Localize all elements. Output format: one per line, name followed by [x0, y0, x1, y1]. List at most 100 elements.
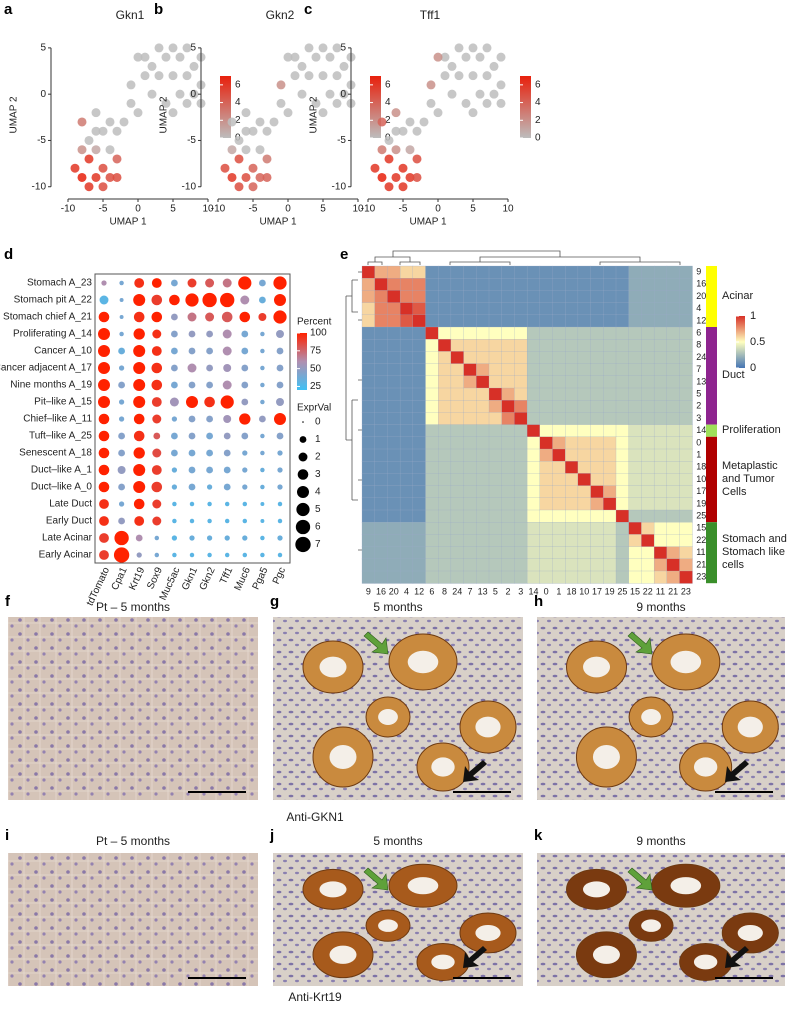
point [454, 43, 464, 53]
heat-cell [450, 497, 465, 511]
heat-cell [577, 485, 592, 499]
black-arrow [463, 946, 487, 968]
heat-cell [653, 326, 668, 340]
dot [260, 535, 265, 541]
heat-cell [361, 497, 376, 511]
point [290, 71, 300, 81]
gland-lumen [737, 716, 763, 738]
colorbar-label: 1 [750, 310, 756, 322]
heat-cell [501, 461, 515, 474]
row-label: Cancer adjacent A_17 [0, 363, 92, 374]
heat-cell [501, 436, 515, 450]
panel-title: Pt – 5 months [96, 600, 170, 614]
heat-cell [425, 302, 439, 316]
dot [241, 381, 249, 389]
dot [206, 381, 214, 389]
group-label: Metaplastic and Tumor Cells [722, 460, 778, 498]
dot [151, 397, 162, 407]
heat-cell [565, 265, 579, 279]
row-label: 5 [696, 388, 701, 398]
heat-cell [679, 400, 693, 413]
heat-cell [488, 314, 503, 328]
heat-cell [552, 351, 566, 365]
group-bar [706, 424, 717, 437]
gland-lumen [431, 954, 455, 970]
heat-cell [552, 278, 566, 291]
heat-cell [666, 558, 680, 572]
gland-lumen [670, 877, 702, 895]
heat-cell [476, 497, 490, 511]
row-label: 20 [696, 291, 706, 301]
point [133, 52, 143, 62]
heat-cell [679, 375, 693, 389]
point [255, 117, 265, 127]
heat-cell [450, 400, 465, 413]
heat-cell [590, 509, 604, 523]
heat-cell [476, 265, 490, 279]
panel-letter: f [5, 593, 11, 610]
heat-cell [361, 424, 376, 438]
point [482, 98, 492, 108]
heat-cell [514, 485, 528, 499]
heat-cell [387, 339, 401, 352]
point [154, 71, 164, 81]
heat-cell [603, 400, 617, 413]
y-tick-label: -5 [337, 135, 346, 146]
dot [99, 295, 109, 305]
heat-cell [590, 473, 604, 487]
panel-letter: c [304, 1, 312, 18]
group-bar [706, 327, 717, 425]
panel-title: 9 months [636, 600, 685, 614]
heat-cell [387, 314, 401, 328]
point [112, 126, 122, 136]
caption: Anti-Krt19 [288, 990, 342, 1004]
heat-cell [361, 570, 376, 584]
heat-cell [615, 278, 630, 291]
heat-cell [501, 375, 515, 389]
heat-cell [539, 448, 553, 462]
heat-cell [399, 363, 414, 377]
dot [135, 534, 143, 542]
heat-cell [590, 363, 604, 377]
row-label: Stomach pit A_22 [14, 295, 93, 306]
point [189, 61, 199, 71]
point [412, 126, 422, 136]
heat-cell [666, 375, 680, 389]
heat-cell [666, 363, 680, 377]
heat-cell [577, 473, 592, 487]
heat-cell [679, 522, 693, 535]
dot [187, 312, 197, 322]
dot [242, 501, 248, 507]
heat-cell [514, 412, 528, 426]
x-tick-label: -10 [61, 204, 76, 215]
heat-cell [501, 387, 515, 401]
dot [99, 516, 109, 526]
heat-cell [653, 461, 668, 474]
heat-cell [476, 570, 490, 584]
heat-cell [577, 278, 592, 291]
heat-cell [577, 461, 592, 474]
point [496, 80, 506, 90]
heat-cell [539, 387, 553, 401]
y-tick-label: 5 [340, 43, 346, 54]
dot [277, 552, 283, 558]
heat-cell [565, 290, 579, 304]
point [370, 163, 380, 173]
heat-cell [590, 351, 604, 365]
heat-cell [577, 412, 592, 426]
column-label: 23 [681, 587, 691, 597]
column-label: Pga5 [251, 565, 271, 591]
point [168, 43, 178, 53]
heat-cell [526, 436, 541, 450]
heat-cell [615, 387, 630, 401]
dot [118, 347, 125, 355]
heat-cell [463, 326, 477, 340]
heat-cell [590, 461, 604, 474]
point [297, 61, 307, 71]
heat-cell [539, 278, 553, 291]
heat-cell [653, 351, 668, 365]
dot [276, 347, 284, 355]
heat-cell [539, 509, 553, 523]
heat-cell [463, 302, 477, 316]
heat-cell [476, 400, 490, 413]
